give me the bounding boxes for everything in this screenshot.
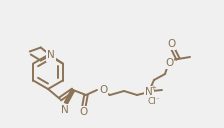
Text: N: N [47,51,55,61]
Text: ⁻: ⁻ [155,97,159,103]
Text: O: O [165,58,173,68]
Text: N: N [61,105,69,115]
Text: +: + [150,85,156,91]
Text: N: N [145,87,153,97]
Text: O: O [99,85,107,95]
Text: Cl: Cl [148,97,156,105]
Text: O: O [167,39,175,49]
Text: O: O [79,107,87,117]
